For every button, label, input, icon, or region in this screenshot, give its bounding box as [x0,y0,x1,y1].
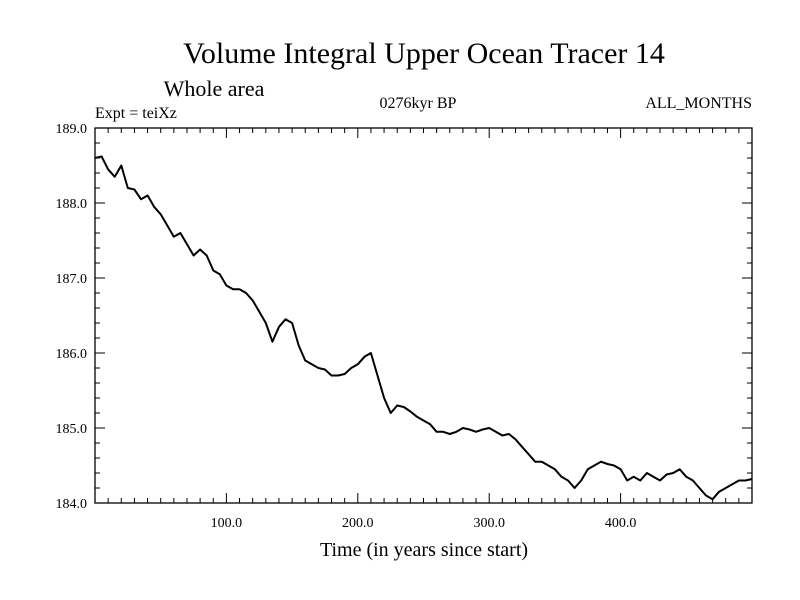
y-tick-label: 185.0 [56,422,88,437]
plot-frame [94,127,753,504]
x-tick-label: 200.0 [342,516,374,531]
y-tick-label: 186.0 [56,347,88,362]
tick-labels: 100.0 200.0 300.0 400.0 184.0 185.0 186.0 187.0… [56,122,637,531]
y-tick-label: 187.0 [56,272,88,287]
x-tick-label: 100.0 [211,516,243,531]
x-tick-label: 400.0 [605,516,637,531]
period-annotation: 0276kyr BP [380,95,457,112]
months-annotation: ALL_MONTHS [645,95,752,112]
expt-annotation: Expt = teiXz [95,105,177,122]
axis-ticks [95,128,752,503]
chart-title: Volume Integral Upper Ocean Tracer 14 [183,37,665,70]
y-tick-label: 189.0 [56,122,88,137]
series-line [94,155,753,501]
y-tick-label: 188.0 [56,197,88,212]
x-tick-label: 300.0 [473,516,505,531]
chart-subtitle: Whole area [164,76,265,101]
x-axis-label: Time (in years since start) [320,539,528,561]
y-tick-label: 184.0 [56,497,88,512]
